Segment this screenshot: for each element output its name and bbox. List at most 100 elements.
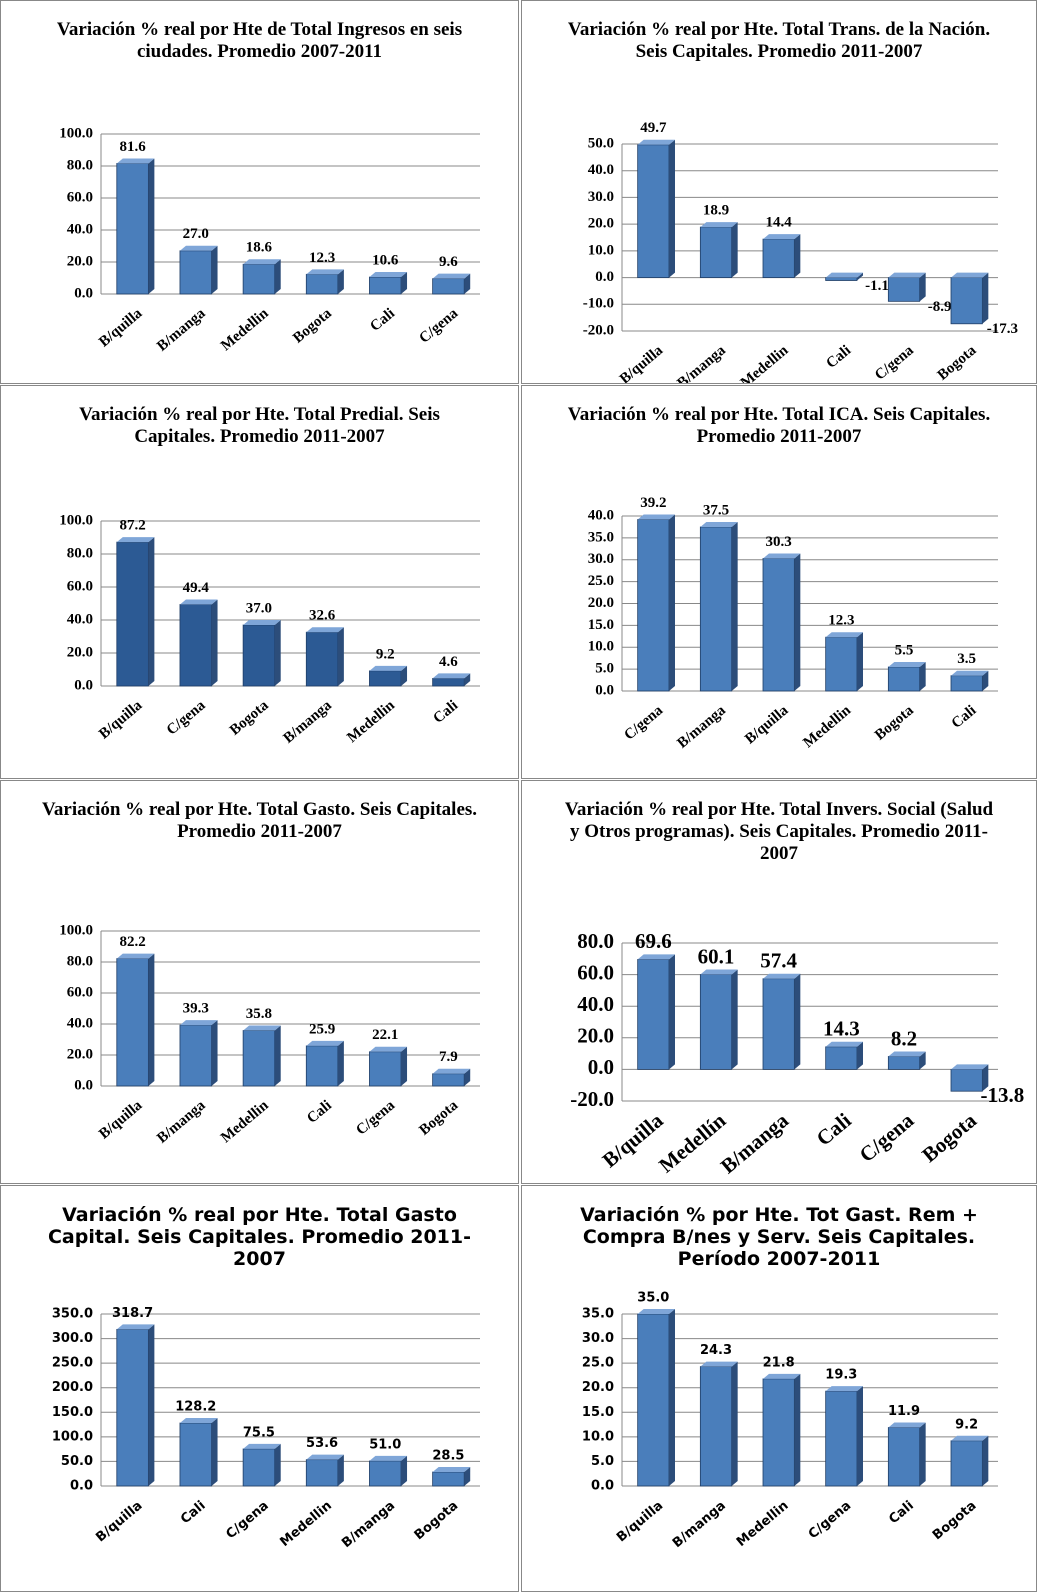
bar	[432, 1471, 465, 1487]
y-tick-label: 20.0	[67, 1046, 93, 1062]
x-tick-label: Bogota	[290, 305, 335, 347]
bar-side	[982, 272, 989, 324]
x-tick-label: Bogota	[227, 697, 272, 739]
chart-title: Variación % real por Hte. Total Gasto. S…	[41, 799, 478, 842]
value-label: 49.4	[183, 580, 210, 596]
bar-side	[857, 1386, 863, 1486]
y-tick-label: -10.0	[583, 296, 614, 312]
bar	[116, 163, 149, 295]
bar-side	[794, 973, 801, 1070]
y-tick-label: 0.0	[74, 677, 93, 693]
y-tick-label: 35.0	[588, 529, 614, 545]
bar-side	[731, 969, 738, 1070]
value-label: 18.6	[246, 240, 273, 256]
value-label: 35.8	[246, 1006, 272, 1022]
bar-side	[794, 1373, 801, 1486]
bar-top	[306, 1454, 344, 1460]
bar-side	[794, 234, 801, 278]
bar-side	[337, 627, 344, 686]
chart-panel: 0.0 20.0 40.0 60.0 80.0 100.0 82.2 B/quilla 39.3…	[0, 780, 519, 1184]
chart-title: Variación % por Hte. Tot Gast. Rem + Com…	[580, 1204, 978, 1270]
bar-side	[982, 1435, 989, 1486]
value-label: 27.0	[183, 226, 209, 242]
value-label: 37.0	[246, 600, 272, 616]
bar	[179, 1422, 212, 1487]
chart: 0.0 5.0 10.0 15.0 20.0 25.0 30.0 35.0 40.0 39.2 C/…	[588, 495, 998, 752]
value-label: 35.0	[637, 1291, 669, 1306]
chart-title: Variación % real por Hte. Total Predial.…	[79, 404, 440, 447]
bar-side	[274, 619, 281, 686]
value-label: 9.6	[439, 254, 458, 270]
y-tick-label: 40.0	[67, 611, 93, 627]
value-label: -1.1	[865, 278, 889, 294]
chart-panel: 0.0 5.0 10.0 15.0 20.0 25.0 30.0 35.0 40.0 39.2 C/…	[521, 385, 1037, 779]
bar-side	[982, 670, 989, 691]
x-tick-label: B/manga	[674, 342, 729, 384]
chart-panel: -20.0 0.0 20.0 40.0 60.0 80.0 69.6 B/quilla 60.1…	[521, 780, 1037, 1184]
bar-top	[243, 259, 281, 265]
y-tick-label: 20.0	[588, 216, 614, 232]
x-tick-label: Medellin	[738, 342, 792, 384]
bar-side	[148, 537, 155, 686]
bar	[179, 250, 212, 295]
chart: 0.0 5.0 10.0 15.0 20.0 25.0 30.0 35.0 35.0 B/quil…	[582, 1291, 998, 1551]
bar-side	[211, 1020, 218, 1086]
value-label: 5.5	[895, 642, 914, 658]
x-tick-label: Bogota	[917, 1108, 981, 1167]
bar-top	[637, 139, 675, 145]
bar-top	[700, 1361, 738, 1367]
bar-top	[432, 673, 471, 679]
value-label: 25.9	[309, 1021, 335, 1037]
bar-side	[919, 1422, 926, 1486]
y-tick-label: 80.0	[67, 953, 93, 969]
y-tick-label: 150.0	[52, 1405, 93, 1420]
bar-top	[888, 272, 926, 278]
bar-side	[794, 553, 801, 691]
bar-side	[337, 1040, 344, 1086]
bar-side	[919, 1051, 926, 1070]
x-tick-label: B/quilla	[742, 702, 792, 747]
x-tick-label: Medellín	[654, 1108, 730, 1178]
bar-side	[211, 245, 218, 294]
bar-side	[731, 1361, 738, 1486]
y-tick-label: 20.0	[582, 1380, 614, 1395]
y-tick-label: 60.0	[67, 189, 93, 205]
bar-top	[179, 245, 218, 251]
bar	[950, 675, 983, 692]
y-tick-label: 50.0	[61, 1454, 93, 1469]
bar	[369, 1460, 402, 1487]
chart-panel: 0.0 20.0 40.0 60.0 80.0 100.0 87.2 B/quilla 49.4…	[0, 385, 519, 779]
y-tick-label: 5.0	[595, 661, 614, 677]
value-label: 39.2	[640, 495, 666, 511]
value-label: 87.2	[119, 518, 145, 534]
y-tick-label: 30.0	[588, 189, 614, 205]
bar-top	[432, 1466, 471, 1472]
y-tick-label: 0.0	[595, 269, 614, 285]
chart-title: Variación % real por Hte de Total Ingres…	[56, 19, 463, 62]
bar-top	[763, 234, 801, 240]
value-label: 14.4	[766, 215, 793, 231]
bar	[825, 1046, 858, 1070]
bar	[887, 277, 921, 302]
bar-top	[825, 632, 863, 638]
y-tick-label: 10.0	[588, 242, 614, 258]
chart: 0.0 20.0 40.0 60.0 80.0 100.0 87.2 B/quilla 49.4…	[59, 512, 480, 747]
bar-side	[982, 1064, 989, 1092]
bar-top	[825, 1386, 863, 1392]
y-tick-label: 25.0	[588, 573, 614, 589]
chart-title: Variación % real por Hte. Total Invers. …	[564, 799, 994, 864]
value-label: 39.3	[183, 1001, 209, 1017]
value-label: 11.9	[888, 1404, 920, 1419]
x-tick-label: B/quilla	[96, 305, 146, 350]
bar	[432, 678, 465, 687]
bar-top	[369, 665, 408, 671]
bar	[887, 666, 921, 692]
chart-title: Variación % real por Hte. Total ICA. Sei…	[567, 404, 991, 447]
bar-top	[243, 619, 281, 625]
x-tick-label: B/manga	[716, 1108, 793, 1178]
value-label: 9.2	[955, 1417, 978, 1432]
bar-side	[669, 954, 675, 1070]
x-tick-label: B/manga	[670, 1498, 729, 1551]
x-tick-label: B/manga	[281, 697, 336, 747]
x-tick-label: B/quilla	[96, 697, 146, 742]
